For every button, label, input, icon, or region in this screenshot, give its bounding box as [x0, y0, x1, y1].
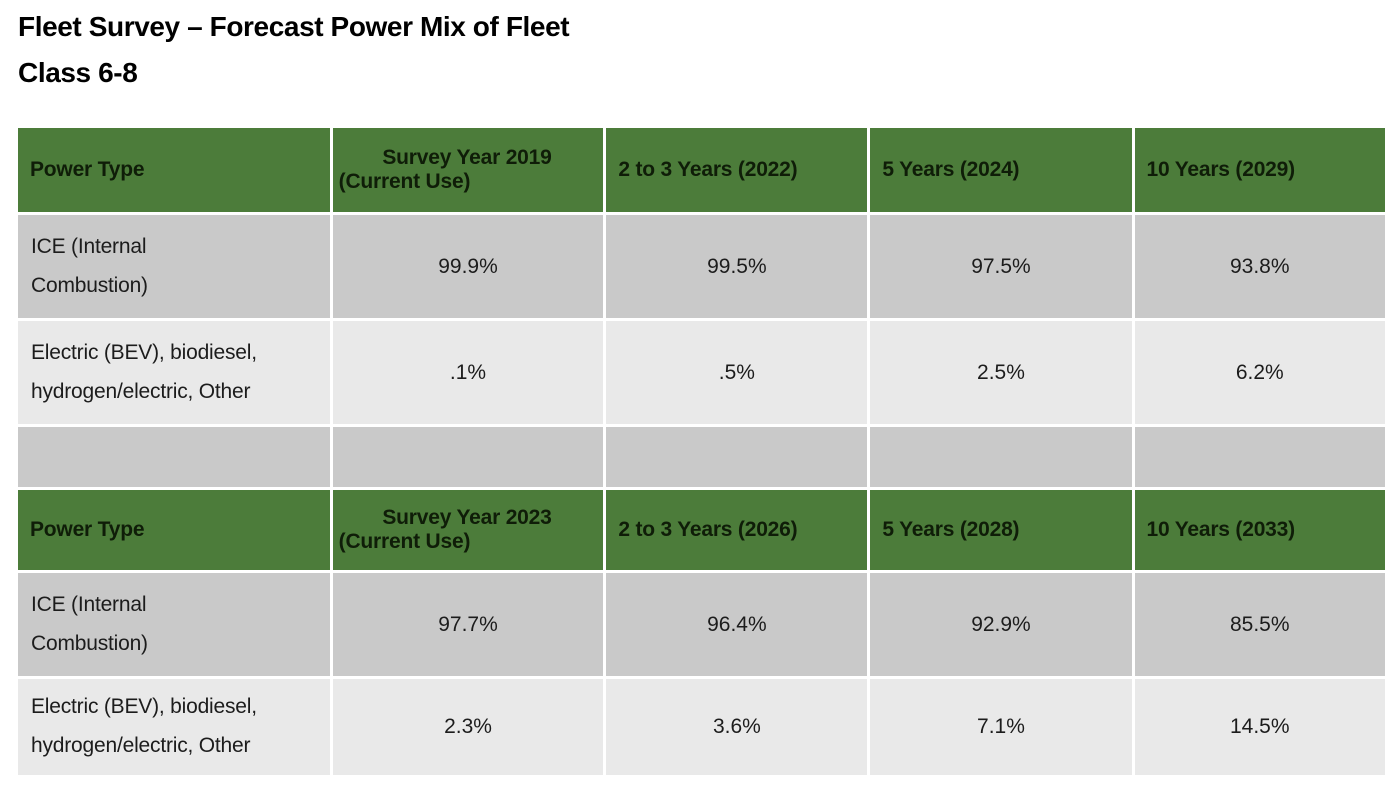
t1-electric-value-current: .1% — [332, 321, 604, 424]
spacer-cell — [1134, 427, 1385, 487]
t2-electric-value-current: 2.3% — [332, 679, 604, 775]
forecast-table-2023: Power Type Survey Year 2023 (Current Use… — [18, 490, 1385, 775]
t1-ice-row-label: ICE (Internal Combustion) — [18, 215, 330, 318]
t1-electric-value-2029: 6.2% — [1134, 321, 1385, 424]
t1-ice-value-current: 99.9% — [332, 215, 604, 318]
spacer-cell — [870, 427, 1132, 487]
t2-electric-value-2033: 14.5% — [1134, 679, 1385, 775]
t1-ice-value-2024: 97.5% — [870, 215, 1132, 318]
spacer-cell — [332, 427, 604, 487]
forecast-tables: Power Type Survey Year 2019 (Current Use… — [18, 128, 1385, 775]
t1-header-survey-year-line1: Survey Year 2019 — [382, 146, 552, 169]
t2-ice-value-current: 97.7% — [332, 573, 604, 676]
t2-header-10-years-2033: 10 Years (2033) — [1134, 490, 1385, 570]
page-title-line-2: Class 6-8 — [18, 57, 138, 88]
t1-header-10-years-2029: 10 Years (2029) — [1134, 128, 1385, 212]
t1-electric-row-label: Electric (BEV), biodiesel, hydrogen/elec… — [18, 321, 330, 424]
t2-electric-row-label: Electric (BEV), biodiesel, hydrogen/elec… — [18, 679, 330, 775]
t2-ice-value-2026: 96.4% — [606, 573, 868, 676]
t1-header-survey-year-line2: (Current Use) — [338, 170, 471, 193]
t1-ice-value-2029: 93.8% — [1134, 215, 1385, 318]
t2-header-2-3-years-2026: 2 to 3 Years (2026) — [606, 490, 868, 570]
forecast-table-2019: Power Type Survey Year 2019 (Current Use… — [18, 128, 1385, 424]
spacer-row — [18, 427, 1385, 487]
t2-ice-row-label: ICE (Internal Combustion) — [18, 573, 330, 676]
t1-electric-value-2022: .5% — [606, 321, 868, 424]
t2-ice-value-2033: 85.5% — [1134, 573, 1385, 676]
t2-ice-value-2028: 92.9% — [870, 573, 1132, 676]
t1-ice-value-2022: 99.5% — [606, 215, 868, 318]
t2-header-power-type: Power Type — [18, 490, 330, 570]
t1-electric-value-2024: 2.5% — [870, 321, 1132, 424]
t2-header-5-years-2028: 5 Years (2028) — [870, 490, 1132, 570]
spacer-cell — [606, 427, 868, 487]
t1-header-5-years-2024: 5 Years (2024) — [870, 128, 1132, 212]
t2-header-survey-year-line1: Survey Year 2023 — [382, 506, 552, 529]
t2-electric-value-2028: 7.1% — [870, 679, 1132, 775]
t2-electric-value-2026: 3.6% — [606, 679, 868, 775]
t1-header-2-3-years-2022: 2 to 3 Years (2022) — [606, 128, 868, 212]
t1-header-survey-year-2019: Survey Year 2019 (Current Use) — [332, 128, 604, 212]
page-title: Fleet Survey – Forecast Power Mix of Fle… — [18, 4, 570, 96]
page-title-line-1: Fleet Survey – Forecast Power Mix of Fle… — [18, 11, 570, 42]
t1-header-power-type: Power Type — [18, 128, 330, 212]
t2-header-survey-year-2023: Survey Year 2023 (Current Use) — [332, 490, 604, 570]
t2-header-survey-year-line2: (Current Use) — [338, 530, 471, 553]
spacer-cell — [18, 427, 330, 487]
